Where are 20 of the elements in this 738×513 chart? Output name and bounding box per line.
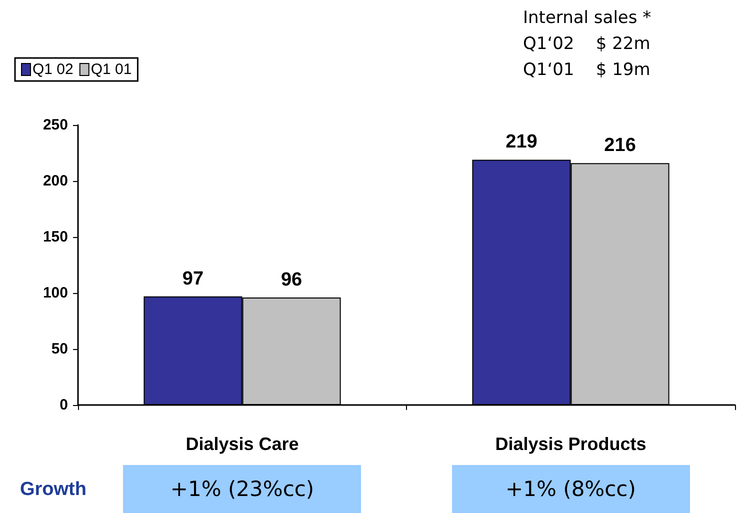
text: Q1‘02 $ 22m	[523, 34, 650, 54]
data-label: 219	[506, 132, 538, 153]
text: +1% (23%cc)	[123, 465, 362, 513]
text: Growth	[20, 479, 86, 501]
y-tick-label: 50	[51, 340, 68, 358]
y-tick-label: 200	[42, 172, 68, 190]
text: Q1‘01 $ 19m	[523, 60, 650, 80]
y-tick-label: 150	[42, 228, 68, 246]
y-tick-label: 100	[42, 284, 68, 302]
data-label: 97	[182, 268, 204, 290]
legend-label: Q1 01	[90, 61, 132, 78]
text: +1% (8%cc)	[452, 465, 690, 513]
x-tick-label: Dialysis Care	[186, 434, 299, 454]
legend-label: Q1 02	[32, 61, 74, 78]
text: Internal sales *	[523, 8, 652, 28]
y-tick-label: 250	[42, 116, 68, 134]
data-label: 96	[280, 269, 302, 290]
x-tick-label: Dialysis Products	[495, 434, 646, 454]
y-tick-label: 0	[60, 396, 68, 414]
data-label: 216	[604, 135, 636, 156]
